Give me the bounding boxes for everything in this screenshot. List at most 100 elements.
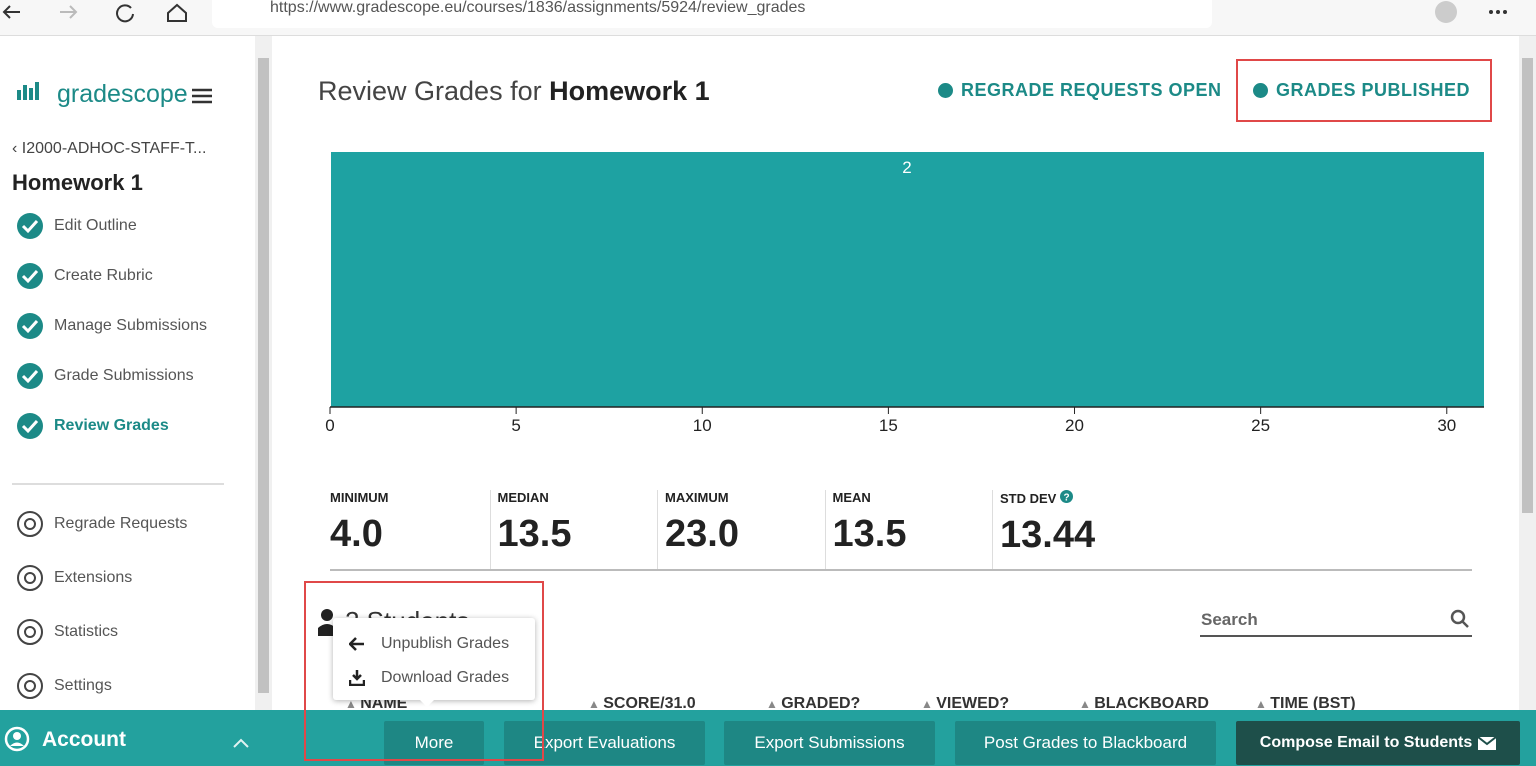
histogram-bar xyxy=(331,152,1484,407)
user-icon xyxy=(318,609,336,636)
title-assignment: Homework 1 xyxy=(549,76,710,106)
page-title: Review Grades for Homework 1 xyxy=(318,76,710,107)
column-header[interactable]: ▲ GRADED? xyxy=(766,695,861,712)
column-header[interactable]: ▲ SCORE/31.0 xyxy=(588,695,696,712)
account-icon xyxy=(4,726,30,752)
title-prefix: Review Grades for xyxy=(318,76,542,106)
stat-block: MINIMUM 4.0 xyxy=(330,490,490,570)
url-text: https://www.gradescope.eu/courses/1836/a… xyxy=(270,0,806,16)
footer-button-text: Export Evaluations xyxy=(533,733,676,752)
stat-value: 13.44 xyxy=(1000,514,1096,556)
bar-count-label: 2 xyxy=(902,158,911,177)
help-icon[interactable]: ? xyxy=(1059,490,1073,504)
step-text: Review Grades xyxy=(54,417,169,434)
menu-item-text: Unpublish Grades xyxy=(381,635,510,652)
tool-text: Extensions xyxy=(54,569,133,586)
stat-separator xyxy=(992,490,993,570)
stat-value: 4.0 xyxy=(330,513,383,555)
footer-button[interactable]: Export Evaluations xyxy=(504,721,705,765)
stat-separator xyxy=(824,490,826,570)
browser-icons xyxy=(1435,1,1507,23)
step-text: Edit Outline xyxy=(54,217,137,234)
address-bar[interactable]: https://www.gradescope.eu/courses/1836/a… xyxy=(212,0,1212,28)
logo-icon xyxy=(17,82,39,100)
tool-text: Regrade Requests xyxy=(54,515,188,532)
tool-link[interactable]: Statistics xyxy=(16,617,118,647)
main-scrollbar[interactable] xyxy=(1519,36,1536,710)
svg-text:?: ? xyxy=(1063,493,1069,504)
step-link[interactable]: Edit Outline xyxy=(16,211,137,241)
step-link[interactable]: Manage Submissions xyxy=(16,311,207,341)
stat-value: 13.5 xyxy=(497,513,572,555)
nav-icons xyxy=(2,3,187,23)
stat-block: MEDIAN 13.5 xyxy=(498,490,658,570)
menu-item[interactable]: Download Grades xyxy=(349,669,509,687)
column-header-text: SCORE/31.0 xyxy=(603,695,696,712)
highlight-box xyxy=(1236,59,1492,122)
menu-pointer xyxy=(419,699,435,707)
footer-button-text: Post Grades to Blackboard xyxy=(983,733,1188,752)
column-header[interactable]: ▲ TIME (BST) xyxy=(1255,695,1356,712)
step-link[interactable]: Grade Submissions xyxy=(16,361,194,391)
x-tick-label: 15 xyxy=(879,416,898,435)
footer-bar: Account More Export Evaluations Export Sub… xyxy=(0,710,1536,766)
tool-link[interactable]: Extensions xyxy=(16,563,132,593)
x-tick-label: 20 xyxy=(1065,416,1084,435)
stat-separator xyxy=(657,490,658,570)
column-header[interactable]: ▲ VIEWED? xyxy=(921,695,1010,712)
course-link[interactable]: ‹ I2000-ADHOC-STAFF-T... xyxy=(12,140,207,157)
column-header-text: TIME (BST) xyxy=(1270,695,1356,712)
x-tick-label: 0 xyxy=(325,416,334,435)
tool-link[interactable]: Regrade Requests xyxy=(16,509,187,539)
footer-button[interactable]: Compose Email to Students xyxy=(1236,721,1520,765)
stats-divider xyxy=(330,569,1472,571)
search-input[interactable]: Search xyxy=(1200,603,1472,637)
tool-text: Settings xyxy=(54,677,112,694)
separator xyxy=(12,483,224,485)
more-menu: Unpublish Grades Download Grades xyxy=(333,618,535,707)
highlight-box xyxy=(304,581,544,761)
stat-label: STD DEV ? xyxy=(1000,490,1160,506)
account-toggle[interactable] xyxy=(233,738,249,748)
search-icon xyxy=(1450,609,1469,628)
step-text: Grade Submissions xyxy=(54,367,194,384)
stat-label: MEDIAN xyxy=(497,490,549,505)
footer-button-text: Export Submissions xyxy=(754,733,905,752)
x-tick-label: 10 xyxy=(693,416,712,435)
column-header-text: BLACKBOARD xyxy=(1094,695,1209,712)
stat-separator xyxy=(489,490,491,570)
sidebar: gradescope ‹ I2000-ADHOC-STAFF-T... Home… xyxy=(0,36,255,710)
stat-label: MAXIMUM xyxy=(665,490,729,505)
footer-button[interactable]: More xyxy=(384,721,484,765)
step-text: Create Rubric xyxy=(54,267,153,284)
x-tick-label: 25 xyxy=(1251,416,1270,435)
status-text: GRADES PUBLISHED xyxy=(1276,80,1471,100)
status-regrade[interactable]: REGRADE REQUESTS OPEN xyxy=(938,80,1222,101)
footer-button-text: Compose Email to Students xyxy=(1259,734,1473,751)
sidebar-scrollbar[interactable] xyxy=(255,36,272,710)
stat-block: STD DEV ? 13.44 xyxy=(1000,490,1160,570)
status-published[interactable]: GRADES PUBLISHED xyxy=(1253,80,1470,101)
footer-button[interactable]: Export Submissions xyxy=(724,721,935,765)
browser-toolbar: https://www.gradescope.eu/courses/1836/a… xyxy=(0,0,1536,36)
assignment-name: Homework 1 xyxy=(12,170,143,195)
step-link[interactable]: Review Grades xyxy=(16,411,169,441)
footer-button[interactable]: Post Grades to Blackboard xyxy=(955,721,1216,765)
menu-item[interactable]: Unpublish Grades xyxy=(349,635,509,653)
menu-toggle[interactable] xyxy=(192,88,212,104)
histogram: 20 5 10 15 20 25 30 xyxy=(325,152,1484,435)
status-text: REGRADE REQUESTS OPEN xyxy=(961,80,1222,100)
x-tick-label: 30 xyxy=(1437,416,1456,435)
stat-value: 23.0 xyxy=(665,513,739,555)
step-link[interactable]: Create Rubric xyxy=(16,261,153,291)
tool-link[interactable]: Settings xyxy=(16,671,112,701)
column-header[interactable]: ▲ BLACKBOARD xyxy=(1079,695,1209,712)
column-header-text: GRADED? xyxy=(781,695,861,712)
menu-item-text: Download Grades xyxy=(381,669,510,686)
step-text: Manage Submissions xyxy=(54,317,207,334)
stat-value: 13.5 xyxy=(832,513,907,555)
stat-label: MEAN xyxy=(832,490,871,505)
account-label[interactable]: Account xyxy=(42,728,126,751)
logo-text[interactable]: gradescope xyxy=(57,80,188,108)
